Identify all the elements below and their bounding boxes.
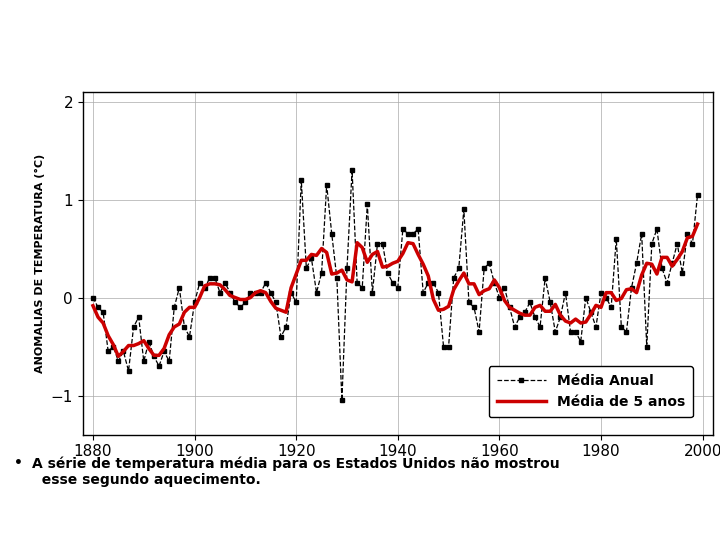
Média de 5 anos: [256, 287, 265, 294]
Média Anual: [577, 339, 585, 345]
Text: •: •: [14, 456, 23, 470]
Média de 5 anos: [510, 307, 519, 314]
Legend: Média Anual, Média de 5 anos: Média Anual, Média de 5 anos: [489, 366, 693, 417]
Média Anual: [348, 167, 356, 173]
Média Anual: [693, 192, 702, 198]
Line: Média Anual: Média Anual: [91, 168, 700, 402]
Média de 5 anos: [678, 248, 687, 255]
Média Anual: [434, 289, 443, 296]
Média Anual: [216, 289, 225, 296]
Média Anual: [683, 231, 692, 237]
Média de 5 anos: [571, 316, 580, 322]
Text: Anomalias de temperatura médias para os Estados: Anomalias de temperatura médias para os …: [102, 17, 618, 36]
Média de 5 anos: [693, 221, 702, 227]
Média de 5 anos: [114, 353, 122, 360]
Média Anual: [251, 289, 260, 296]
Text: Unidos (NCEP, 1999): Unidos (NCEP, 1999): [257, 56, 463, 75]
Média de 5 anos: [429, 296, 438, 303]
Text: A série de temperatura média para os Estados Unidos não mostrou
  esse segundo a: A série de temperatura média para os Est…: [32, 456, 560, 487]
Y-axis label: ANOMALIAS DE TEMPERATURA (°C): ANOMALIAS DE TEMPERATURA (°C): [35, 153, 45, 373]
Média de 5 anos: [221, 286, 230, 293]
Line: Média de 5 anos: Média de 5 anos: [93, 224, 698, 356]
Média Anual: [89, 294, 97, 301]
Média Anual: [338, 397, 346, 404]
Média Anual: [516, 314, 524, 320]
Média de 5 anos: [89, 302, 97, 309]
